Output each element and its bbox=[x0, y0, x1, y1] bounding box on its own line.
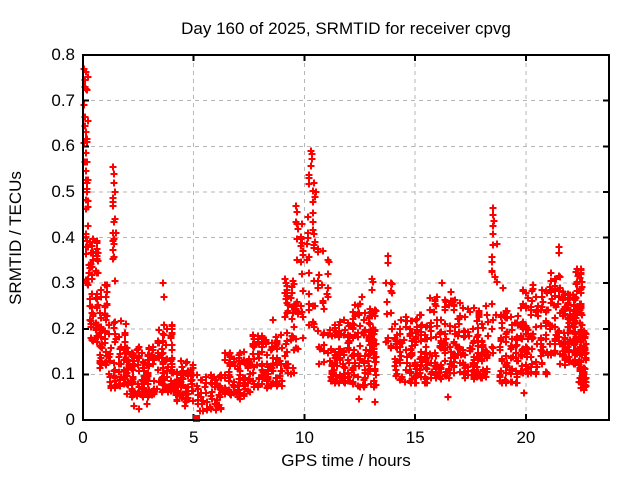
x-tick-label: 0 bbox=[78, 428, 88, 447]
y-tick-label: 0.1 bbox=[51, 364, 75, 384]
y-tick-labels: 0 0.1 0.2 0.3 0.4 0.5 0.6 0.7 0.8 bbox=[0, 0, 75, 480]
chart-title: Day 160 of 2025, SRMTID for receiver cpv… bbox=[181, 19, 511, 38]
plot-border bbox=[82, 54, 610, 421]
data-points bbox=[80, 65, 590, 415]
flagged-point-marker bbox=[193, 415, 200, 422]
y-tick-label: 0 bbox=[65, 410, 75, 429]
y-tick-label: 0.5 bbox=[51, 181, 75, 201]
y-tick-label: 0.2 bbox=[51, 318, 75, 338]
x-tick-label: 10 bbox=[295, 428, 314, 447]
x-tick-labels: 0 5 10 15 20 bbox=[0, 428, 640, 448]
x-axis-label: GPS time / hours bbox=[281, 451, 411, 470]
y-tick-label: 0.4 bbox=[51, 227, 75, 247]
y-tick-label: 0.6 bbox=[51, 136, 75, 156]
x-tick-label: 5 bbox=[189, 428, 199, 447]
y-tick-label: 0.3 bbox=[51, 273, 75, 293]
y-tick-label: 0.7 bbox=[51, 90, 75, 110]
x-tick-label: 15 bbox=[405, 428, 425, 447]
y-tick-label: 0.8 bbox=[51, 45, 75, 64]
x-tick-label: 20 bbox=[516, 428, 536, 447]
